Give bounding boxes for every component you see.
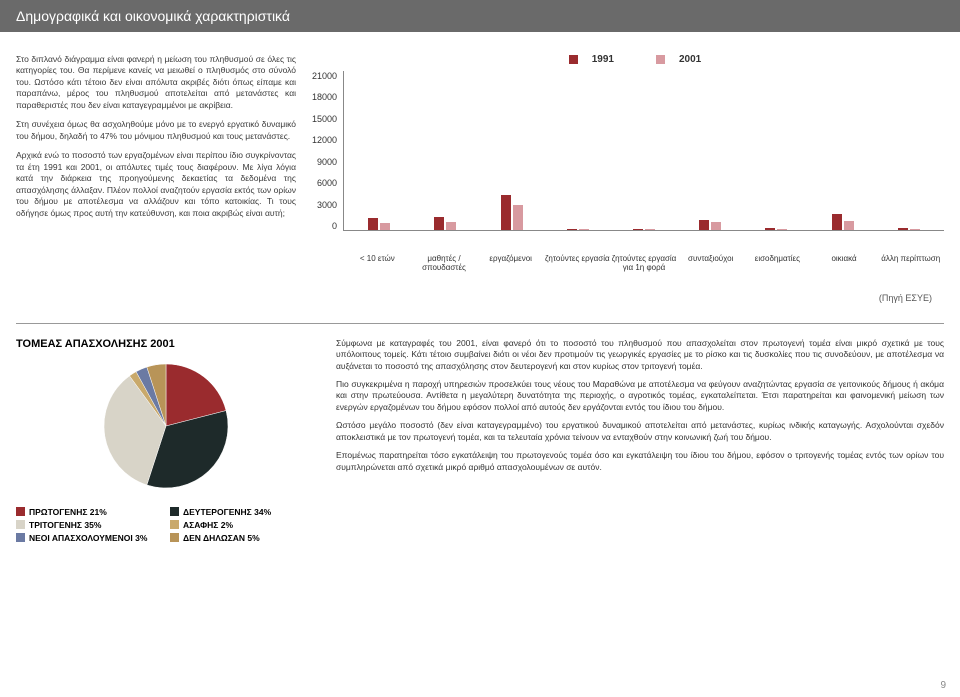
pie-legend-label: ΑΣΑΦΗΣ 2% (183, 520, 233, 530)
bar-1991 (633, 229, 643, 230)
y-axis: 21000 18000 15000 12000 9000 6000 3000 0 (312, 71, 343, 231)
pie-legend-swatch (170, 533, 179, 542)
right-text-column: Σύμφωνα με καταγραφές του 2001, είναι φα… (336, 338, 944, 543)
y-tick: 3000 (312, 200, 337, 210)
x-label: < 10 ετών (344, 251, 411, 273)
x-label: οικιακά (811, 251, 878, 273)
bar-2001 (910, 229, 920, 230)
bar-1991 (501, 195, 511, 230)
bar-chart-plot (343, 71, 944, 231)
bar-group (617, 229, 671, 230)
bar-2001 (579, 229, 589, 230)
bottom-section: ΤΟΜΕΑΣ ΑΠΑΣΧΟΛΗΣΗΣ 2001 ΠΡΩΤΟΓΕΝΗΣ 21% ΔΕ… (0, 334, 960, 547)
pie-legend-swatch (16, 533, 25, 542)
bar-1991 (434, 217, 444, 230)
chart-source: (Πηγή ΕΣΥΕ) (312, 293, 944, 303)
bar-2001 (777, 229, 787, 230)
pie-legend-item: ΑΣΑΦΗΣ 2% (170, 520, 316, 530)
legend-swatch (656, 55, 665, 64)
pie-legend-label: ΔΕΥΤΕΡΟΓΕΝΗΣ 34% (183, 507, 271, 517)
pie-legend-swatch (16, 520, 25, 529)
x-label: άλλη περίπτωση (877, 251, 944, 273)
legend-swatch (569, 55, 578, 64)
bar-2001 (645, 229, 655, 230)
right-paragraph-4: Επομένως παρατηρείται τόσο εγκατάλειψη τ… (336, 450, 944, 473)
x-label: εισοδηματίες (744, 251, 811, 273)
bar-group (816, 214, 870, 230)
x-label: εργαζόμενοι (477, 251, 544, 273)
bar-1991 (368, 218, 378, 230)
y-tick: 9000 (312, 157, 337, 167)
right-paragraph-3: Ωστόσο μεγάλο ποσοστό (δεν είναι καταγεγ… (336, 420, 944, 443)
y-tick: 15000 (312, 114, 337, 124)
right-paragraph-1: Σύμφωνα με καταγραφές του 2001, είναι φα… (336, 338, 944, 372)
left-text-column: Στο διπλανό διάγραμμα είναι φανερή η μεί… (16, 54, 296, 303)
bar-1991 (699, 220, 709, 230)
pie-legend-label: ΝΕΟΙ ΑΠΑΣΧΟΛΟΥΜΕΝΟΙ 3% (29, 533, 147, 543)
paragraph-3: Αρχικά ενώ το ποσοστό των εργαζομένων εί… (16, 150, 296, 219)
x-axis-labels: < 10 ετώνμαθητές / σπουδαστέςεργαζόμενοι… (344, 251, 944, 273)
y-tick: 21000 (312, 71, 337, 81)
bar-1991 (898, 228, 908, 230)
x-label: ζητούντες εργασία (544, 251, 611, 273)
bar-group (551, 229, 605, 230)
bar-group (882, 228, 936, 230)
pie-chart-column: ΤΟΜΕΑΣ ΑΠΑΣΧΟΛΗΣΗΣ 2001 ΠΡΩΤΟΓΕΝΗΣ 21% ΔΕ… (16, 338, 316, 543)
legend-item: 1991 (555, 54, 614, 65)
x-label: μαθητές / σπουδαστές (411, 251, 478, 273)
bar-2001 (844, 221, 854, 230)
paragraph-2: Στη συνέχεια όμως θα ασχοληθούμε μόνο με… (16, 119, 296, 142)
pie-legend-item: ΤΡΙΤΟΓΕΝΗΣ 35% (16, 520, 162, 530)
bar-chart-legend: 1991 2001 (312, 54, 944, 65)
bar-group (352, 218, 406, 230)
pie-legend-label: ΤΡΙΤΟΓΕΝΗΣ 35% (29, 520, 101, 530)
bar-group (419, 217, 473, 230)
pie-chart-legend: ΠΡΩΤΟΓΕΝΗΣ 21% ΔΕΥΤΕΡΟΓΕΝΗΣ 34% ΤΡΙΤΟΓΕΝΗΣ… (16, 507, 316, 543)
bar-chart-container: 1991 2001 21000 18000 15000 12000 9000 6000 300… (312, 54, 944, 303)
x-label: ζητούντες εργασία για 1η φορά (611, 251, 678, 273)
pie-legend-swatch (170, 507, 179, 516)
bar-group (683, 220, 737, 230)
pie-legend-item: ΔΕΥΤΕΡΟΓΕΝΗΣ 34% (170, 507, 316, 517)
bar-chart: 21000 18000 15000 12000 9000 6000 3000 0 (312, 71, 944, 251)
page-number: 9 (940, 680, 946, 691)
right-paragraph-2: Πιο συγκεκριμένα η παροχή υπηρεσιών προσ… (336, 379, 944, 413)
y-tick: 6000 (312, 178, 337, 188)
bar-1991 (567, 229, 577, 230)
pie-legend-swatch (170, 520, 179, 529)
pie-legend-label: ΠΡΩΤΟΓΕΝΗΣ 21% (29, 507, 107, 517)
pie-legend-item: ΔΕΝ ΔΗΛΩΣΑΝ 5% (170, 533, 316, 543)
bar-1991 (765, 228, 775, 230)
pie-chart (71, 356, 261, 501)
bar-1991 (832, 214, 842, 230)
x-label: συνταξιούχοι (677, 251, 744, 273)
bar-2001 (446, 222, 456, 230)
pie-chart-title: ΤΟΜΕΑΣ ΑΠΑΣΧΟΛΗΣΗΣ 2001 (16, 338, 316, 350)
legend-item: 2001 (642, 54, 701, 65)
page-title: Δημογραφικά και οικονομικά χαρακτηριστικ… (16, 8, 290, 24)
section-divider (16, 323, 944, 324)
y-tick: 12000 (312, 135, 337, 145)
pie-legend-swatch (16, 507, 25, 516)
bar-2001 (711, 222, 721, 230)
pie-legend-item: ΝΕΟΙ ΑΠΑΣΧΟΛΟΥΜΕΝΟΙ 3% (16, 533, 162, 543)
y-tick: 0 (312, 221, 337, 231)
page-header: Δημογραφικά και οικονομικά χαρακτηριστικ… (0, 0, 960, 32)
bar-group (750, 228, 804, 230)
bar-2001 (513, 205, 523, 230)
bar-2001 (380, 223, 390, 230)
top-section: Στο διπλανό διάγραμμα είναι φανερή η μεί… (0, 32, 960, 313)
pie-legend-label: ΔΕΝ ΔΗΛΩΣΑΝ 5% (183, 533, 260, 543)
paragraph-1: Στο διπλανό διάγραμμα είναι φανερή η μεί… (16, 54, 296, 111)
bar-group (485, 195, 539, 230)
y-tick: 18000 (312, 92, 337, 102)
pie-legend-item: ΠΡΩΤΟΓΕΝΗΣ 21% (16, 507, 162, 517)
